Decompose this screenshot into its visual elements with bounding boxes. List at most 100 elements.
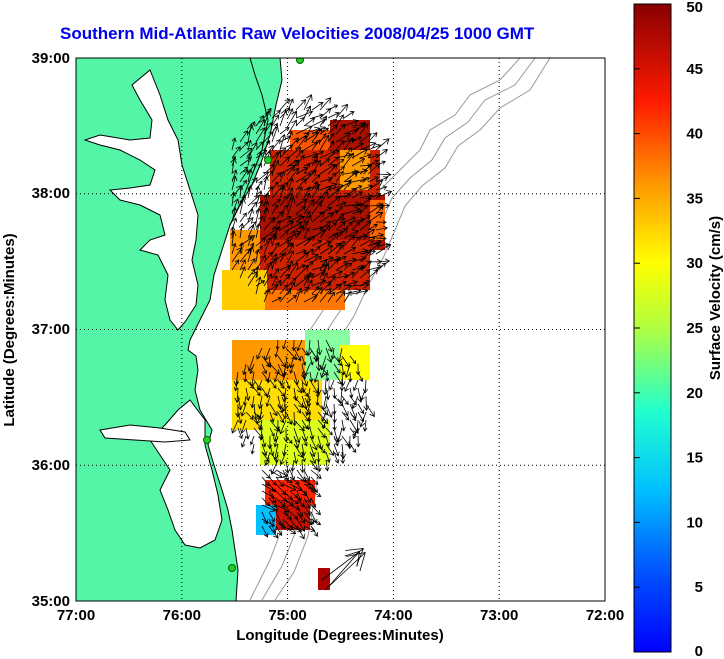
velocity-arrow xyxy=(282,483,297,492)
velocity-arrow xyxy=(327,164,338,175)
velocity-arrow xyxy=(351,191,364,199)
velocity-arrow xyxy=(271,114,280,127)
velocity-arrow xyxy=(349,443,357,453)
velocity-arrow xyxy=(343,137,354,151)
velocity-arrow xyxy=(319,158,331,167)
velocity-arrow xyxy=(357,371,364,382)
velocity-arrow xyxy=(311,150,324,159)
colorbar-tick-label: 30 xyxy=(686,255,703,272)
velocity-arrow xyxy=(238,222,245,239)
velocity-arrow xyxy=(245,427,250,440)
velocity-arrow xyxy=(359,269,371,279)
velocity-arrow xyxy=(319,185,332,199)
velocity-arrow xyxy=(359,228,376,239)
velocity-arrow xyxy=(239,141,249,151)
velocity-arrow xyxy=(310,483,318,494)
velocity-arrow xyxy=(319,262,330,279)
velocity-arrow xyxy=(303,210,311,223)
velocity-arrow xyxy=(273,371,279,383)
velocity-arrow xyxy=(261,435,267,448)
velocity-arrow xyxy=(375,190,393,199)
velocity-arrow xyxy=(247,163,256,175)
velocity-arrow xyxy=(325,339,333,353)
velocity-arrow xyxy=(351,395,359,410)
velocity-arrow xyxy=(269,427,275,437)
velocity-arrow xyxy=(287,146,302,159)
velocity-arrow xyxy=(333,363,341,374)
velocity-arrow xyxy=(268,490,277,504)
velocity-arrow xyxy=(343,216,357,223)
velocity-arrow xyxy=(348,371,353,383)
velocity-arrow xyxy=(287,110,298,127)
velocity-arrow xyxy=(333,435,339,447)
velocity-arrow xyxy=(263,237,273,255)
velocity-arrow xyxy=(263,170,274,183)
velocity-arrow xyxy=(315,395,320,406)
velocity-arrow xyxy=(375,176,389,183)
velocity-arrow xyxy=(303,279,313,295)
velocity-arrow xyxy=(255,171,270,183)
velocity-arrow xyxy=(359,153,372,159)
velocity-arrow xyxy=(325,435,331,447)
colorbar-tick-label: 0 xyxy=(695,643,703,659)
velocity-arrow xyxy=(237,411,243,425)
velocity-arrow xyxy=(327,195,341,207)
velocity-arrow xyxy=(231,207,238,223)
velocity-arrow xyxy=(375,262,387,271)
velocity-arrow xyxy=(315,379,322,396)
velocity-arrow xyxy=(279,98,290,111)
velocity-arrow xyxy=(239,194,246,207)
velocity-arrow xyxy=(255,119,266,135)
velocity-arrow xyxy=(238,185,244,199)
velocity-arrow xyxy=(231,246,243,263)
velocity-arrow xyxy=(311,101,324,111)
velocity-arrow xyxy=(319,221,332,231)
velocity-arrow xyxy=(263,185,273,199)
velocity-arrow xyxy=(351,264,364,279)
velocity-arrow xyxy=(271,253,279,271)
velocity-arrow xyxy=(311,211,326,223)
velocity-arrow xyxy=(287,231,302,239)
velocity-arrow xyxy=(355,435,361,448)
velocity-arrow xyxy=(239,217,254,231)
velocity-arrow xyxy=(271,225,281,239)
velocity-arrow xyxy=(295,116,305,127)
velocity-arrow xyxy=(275,525,283,536)
velocity-arrow xyxy=(282,525,297,535)
velocity-arrow xyxy=(367,203,384,215)
velocity-arrow xyxy=(261,511,269,525)
velocity-arrow xyxy=(275,518,286,530)
velocity-arrow xyxy=(282,339,287,350)
velocity-arrow xyxy=(255,280,266,287)
velocity-arrow xyxy=(230,230,237,247)
velocity-arrow xyxy=(335,158,345,167)
velocity-arrow xyxy=(239,266,246,279)
velocity-arrow xyxy=(279,108,288,127)
velocity-arrow xyxy=(325,371,330,382)
velocity-arrow xyxy=(295,225,304,239)
velocity-arrow xyxy=(309,427,315,440)
velocity-arrow xyxy=(305,339,313,357)
velocity-arrow xyxy=(335,262,349,271)
velocity-arrow xyxy=(274,347,279,358)
velocity-arrow xyxy=(320,363,327,379)
velocity-arrow xyxy=(303,214,312,231)
velocity-arrow xyxy=(327,149,340,159)
velocity-arrow xyxy=(299,459,306,474)
x-tick-label: 76:00 xyxy=(163,607,201,624)
velocity-arrow xyxy=(233,371,240,387)
velocity-arrow xyxy=(287,214,303,223)
velocity-arrow xyxy=(250,443,255,455)
velocity-arrow xyxy=(325,403,333,418)
velocity-arrow xyxy=(267,435,273,450)
velocity-arrow xyxy=(321,548,365,581)
velocity-arrow xyxy=(359,260,372,271)
velocity-arrow xyxy=(325,427,333,436)
velocity-arrow xyxy=(268,497,277,508)
velocity-arrow xyxy=(301,435,308,447)
velocity-arrow xyxy=(271,199,281,207)
velocity-arrow xyxy=(295,264,310,279)
velocity-arrow xyxy=(367,212,384,223)
velocity-arrow xyxy=(303,235,315,247)
velocity-arrow xyxy=(319,240,331,247)
